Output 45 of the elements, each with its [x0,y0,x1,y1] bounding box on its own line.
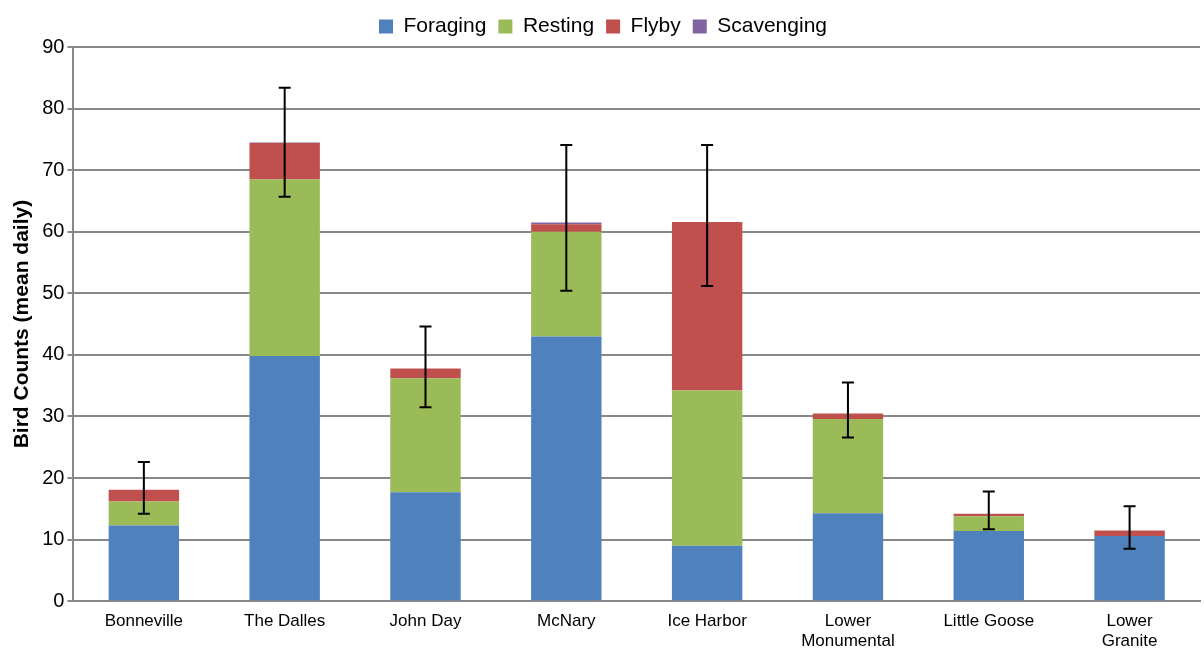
bar [953,516,1024,531]
x-tick-label: Lower Granite [1101,611,1158,651]
y-tick-label: 70 [42,157,65,180]
bar [671,221,743,391]
y-tick-label: 60 [42,219,65,242]
bar [812,418,884,514]
bar [1094,535,1165,601]
y-tick-label: 30 [42,403,65,426]
x-tick-label: The Dalles [244,611,326,631]
bar [108,489,180,502]
y-tick-label: 20 [42,465,65,488]
bar [108,525,180,601]
bar [249,356,320,601]
y-tick-label: 80 [42,96,65,119]
x-tick-label: Lower Monumental [801,611,895,651]
y-axis-title: Bird Counts (mean daily) [9,199,33,449]
legend-label: Foraging [403,13,487,37]
x-tick-label: Little Goose [943,611,1035,631]
y-tick-label: 0 [53,588,65,611]
bar [249,143,320,180]
y-tick-label: 10 [42,527,65,550]
legend-label: Resting [522,13,595,37]
bar [390,492,461,601]
bar [531,224,602,232]
bar [1094,530,1165,536]
y-tick-label: 40 [42,342,65,365]
bar [812,413,884,419]
bar [108,501,180,526]
x-tick-label: Bonneville [104,611,184,631]
bar [390,368,461,379]
y-tick-label: 50 [42,280,65,303]
legend-label: Scavenging [717,13,828,37]
legend-label: Flyby [630,13,682,37]
x-tick-label: John Day [389,611,462,631]
x-tick-label: Ice Harbor [667,611,748,631]
y-tick-label: 90 [42,34,65,57]
bar [953,531,1024,601]
bar [812,513,884,601]
bar [671,545,743,601]
bar [531,231,602,337]
x-tick-label: McNary [537,611,597,631]
bar [390,378,461,493]
bar [531,336,602,601]
bar [249,179,320,357]
bar [671,390,743,546]
